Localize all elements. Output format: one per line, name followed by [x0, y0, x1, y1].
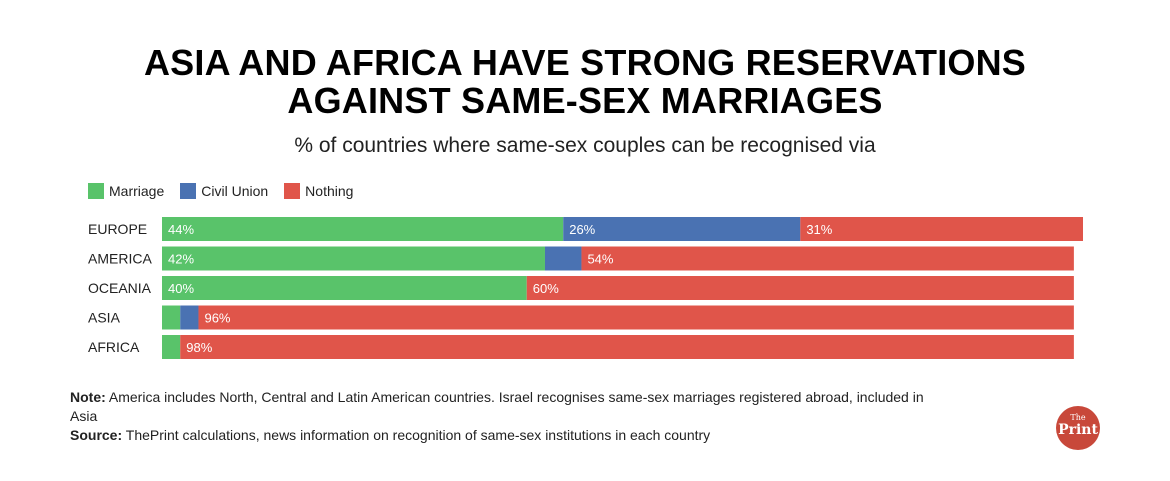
legend-swatch-civil-union [180, 183, 197, 199]
theprint-logo: The Print [1056, 406, 1100, 450]
note: Note: America includes North, Central an… [70, 388, 950, 426]
bar-america-marriage [162, 246, 545, 271]
chart-title-line-2: AGAINST SAME-SEX MARRIAGES [287, 80, 883, 121]
legend: Marriage Civil Union Nothing [88, 183, 353, 199]
bar-asia-nothing [198, 305, 1074, 330]
legend-label-marriage: Marriage [109, 183, 165, 199]
data-label-europe-civil-union: 26% [569, 222, 595, 237]
bar-europe-marriage [162, 217, 564, 241]
bar-oceania-nothing [526, 276, 1074, 300]
note-label: Note: [70, 389, 106, 405]
logo-text-print: Print [1058, 422, 1098, 438]
footnotes: Note: America includes North, Central an… [70, 388, 950, 445]
data-label-africa-nothing: 98% [186, 340, 212, 355]
bar-africa-nothing [180, 335, 1074, 359]
logo-text-the: The [1070, 413, 1086, 422]
source-text: ThePrint calculations, news information … [122, 427, 711, 443]
legend-item-civil-union: Civil Union [180, 183, 268, 199]
note-text: America includes North, Central and Lati… [70, 389, 924, 424]
legend-label-civil-union: Civil Union [201, 183, 269, 199]
data-label-europe-nothing: 31% [806, 222, 832, 237]
category-label-oceania: OCEANIA [88, 280, 152, 296]
category-label-africa: AFRICA [88, 339, 140, 355]
category-label-america: AMERICA [88, 251, 152, 267]
legend-swatch-marriage [88, 183, 104, 199]
bar-america-nothing [581, 246, 1074, 271]
category-label-asia: ASIA [88, 310, 121, 326]
data-label-oceania-marriage: 40% [168, 281, 194, 296]
legend-label-nothing: Nothing [305, 183, 354, 199]
source-label: Source: [70, 427, 123, 443]
legend-item-marriage: Marriage [88, 183, 164, 199]
bar-america-civil-union [544, 246, 582, 271]
chart-subtitle: % of countries where same-sex couples ca… [294, 134, 876, 157]
chart-title: ASIA AND AFRICA HAVE STRONG RESERVATIONS… [0, 44, 1170, 120]
chart-title-line-1: ASIA AND AFRICA HAVE STRONG RESERVATIONS [143, 42, 1027, 83]
legend-item-nothing: Nothing [284, 183, 353, 199]
legend-swatch-nothing [284, 183, 301, 199]
bar-asia-marriage [162, 305, 181, 330]
category-label-europe: EUROPE [88, 221, 147, 237]
bar-oceania-marriage [162, 276, 527, 300]
bar-asia-civil-union [180, 305, 199, 330]
bar-africa-marriage [162, 335, 181, 359]
data-label-america-nothing: 54% [587, 252, 613, 267]
bar-europe-nothing [800, 217, 1083, 241]
source: Source: ThePrint calculations, news info… [70, 426, 950, 445]
data-label-europe-marriage: 44% [168, 222, 194, 237]
data-label-asia-nothing: 96% [204, 311, 230, 326]
data-label-america-marriage: 42% [168, 252, 194, 267]
data-label-oceania-nothing: 60% [533, 281, 559, 296]
bar-europe-civil-union [563, 217, 801, 241]
